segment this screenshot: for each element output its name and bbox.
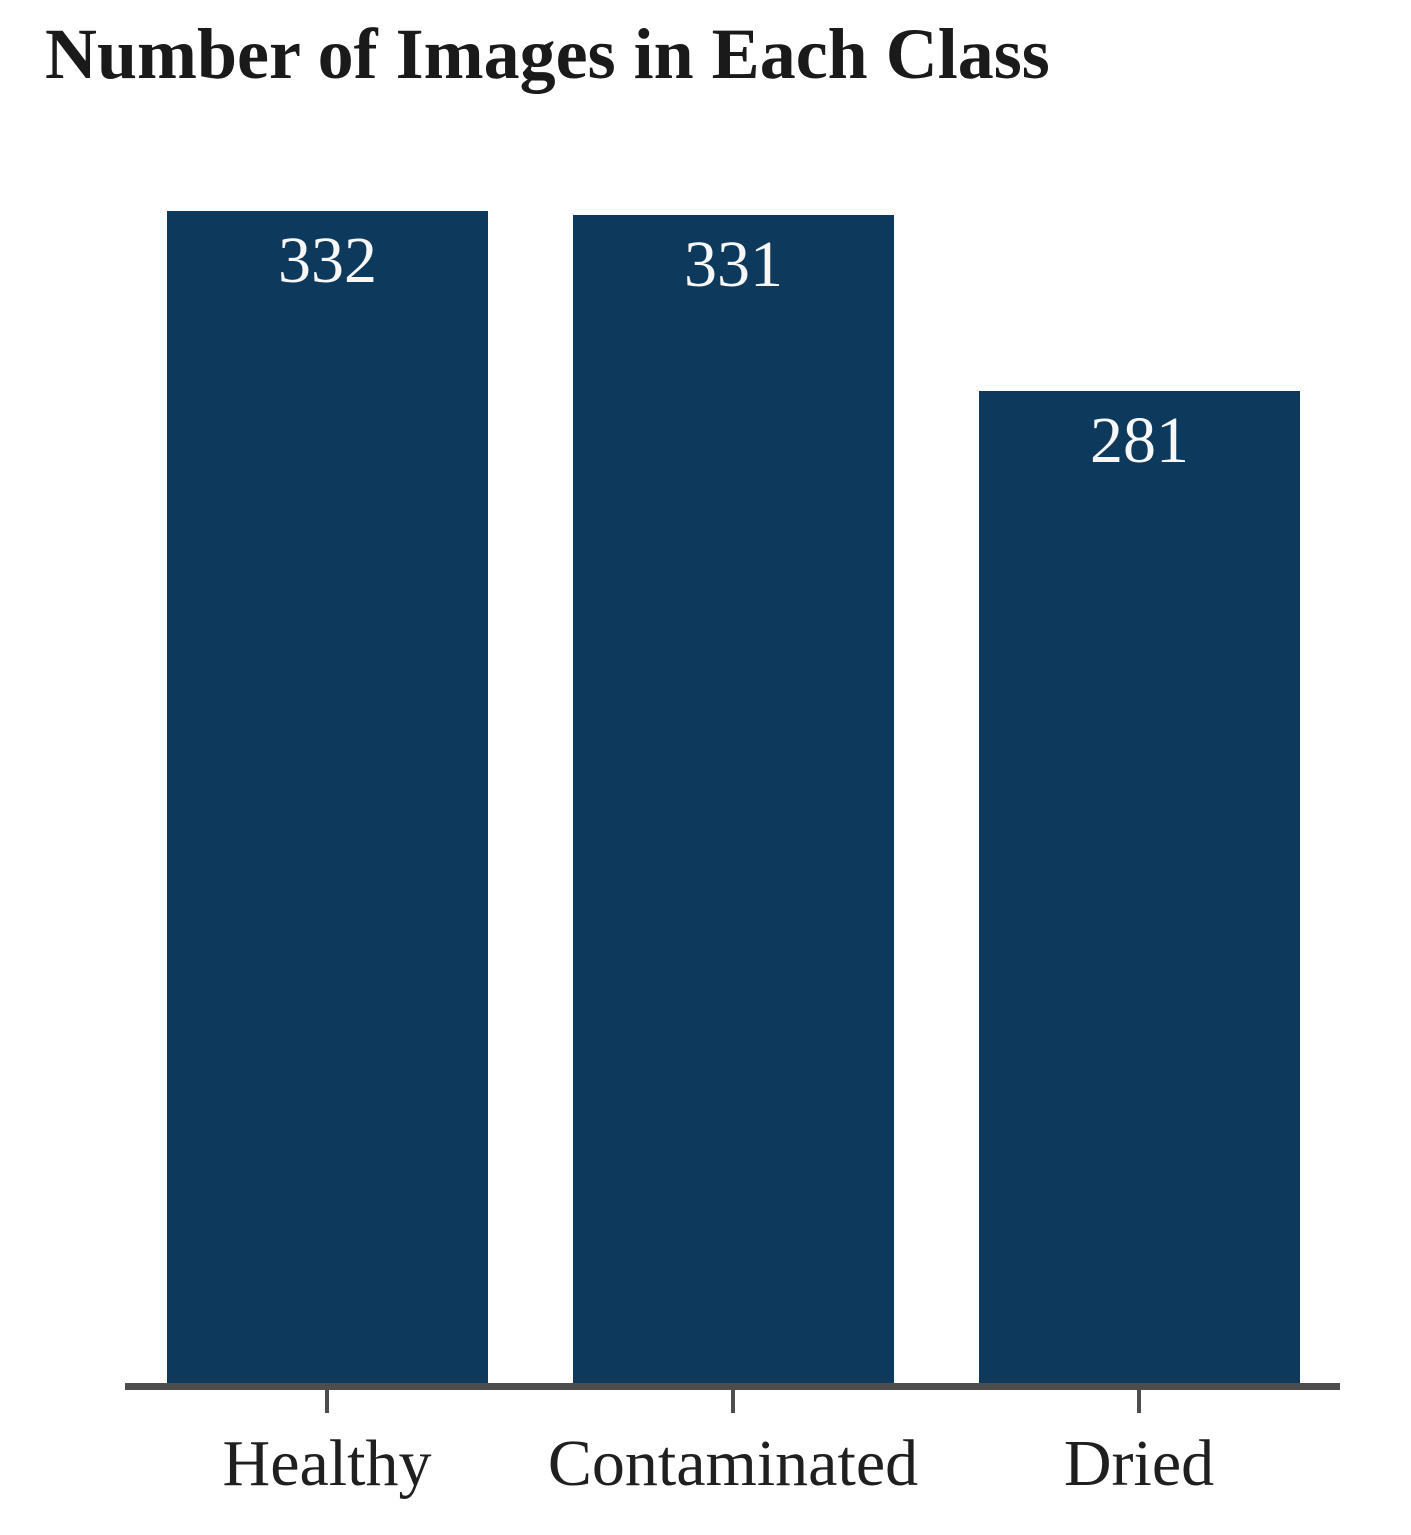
bar-value-label-contaminated: 331 (684, 228, 783, 301)
x-tick-healthy (325, 1390, 329, 1413)
x-category-label-healthy: Healthy (222, 1427, 432, 1500)
bar-value-label-dried: 281 (1090, 404, 1189, 477)
x-tick-dried (1137, 1390, 1141, 1413)
x-category-label-contaminated: Contaminated (547, 1427, 919, 1500)
x-tick-contaminated (731, 1390, 735, 1413)
bar-contaminated: 331 (573, 215, 894, 1384)
x-category-label-dried: Dried (1063, 1427, 1215, 1500)
bar-healthy: 332 (167, 211, 488, 1384)
chart-title: Number of Images in Each Class (45, 14, 1050, 94)
bar-dried: 281 (979, 391, 1300, 1384)
bar-value-label-healthy: 332 (278, 224, 377, 297)
x-axis-line (125, 1383, 1340, 1390)
